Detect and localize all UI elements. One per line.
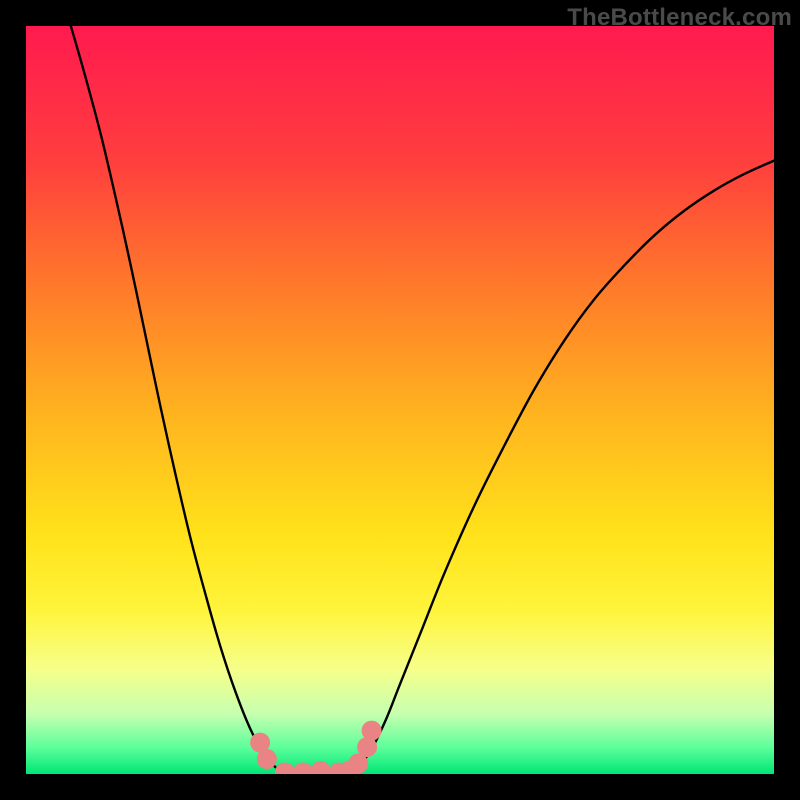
- bottleneck-plot: [0, 0, 800, 800]
- chart-frame: TheBottleneck.com: [0, 0, 800, 800]
- watermark-label: TheBottleneck.com: [567, 4, 792, 32]
